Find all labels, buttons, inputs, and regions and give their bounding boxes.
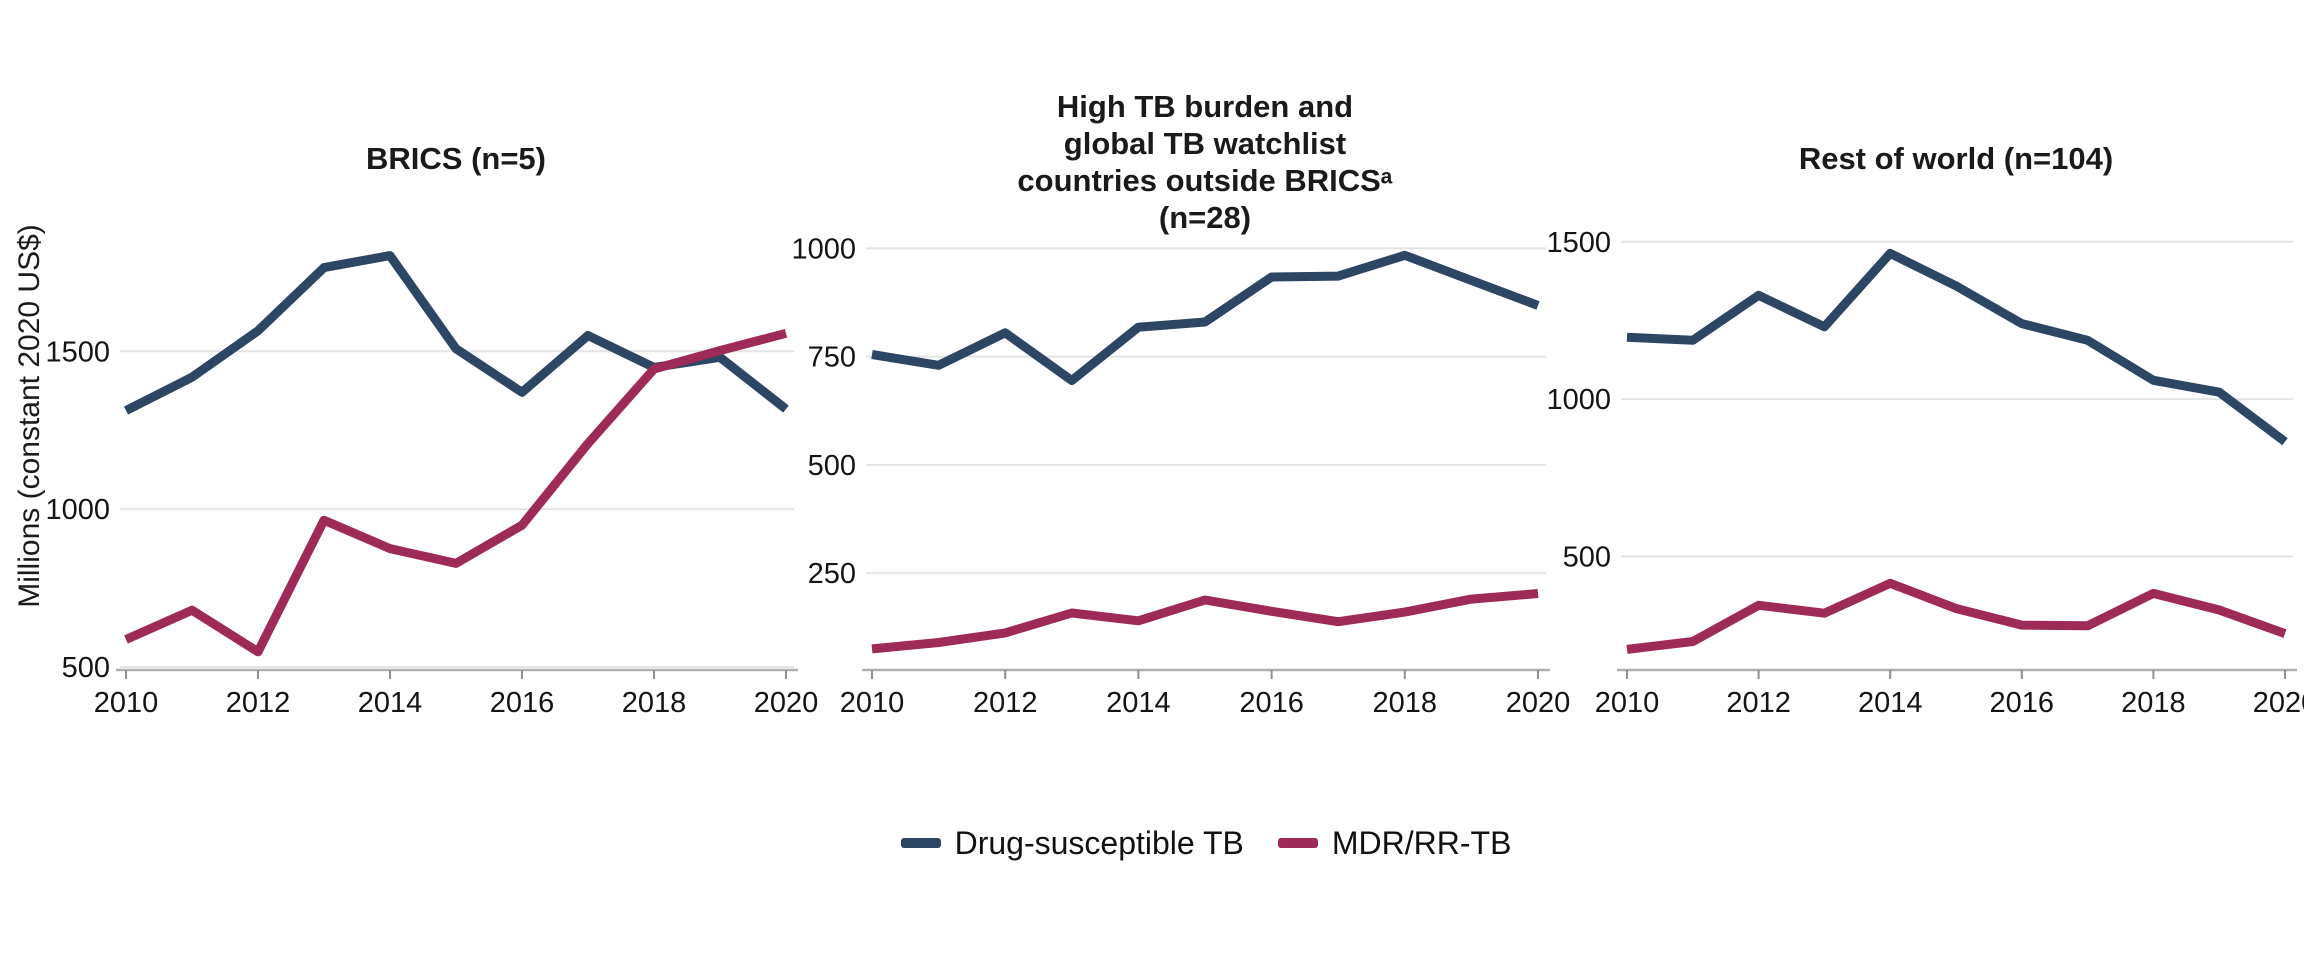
svg-text:2012: 2012 (226, 687, 291, 719)
chart-title-line: Rest of world (n=104) (1798, 141, 2114, 176)
legend: Drug-susceptible TB MDR/RR-TB (126, 824, 2286, 862)
svg-text:2012: 2012 (973, 687, 1038, 719)
svg-text:2018: 2018 (1373, 687, 1438, 719)
svg-text:2014: 2014 (1106, 687, 1171, 719)
legend-item-drug-susceptible-tb: Drug-susceptible TB (900, 824, 1244, 862)
svg-text:2014: 2014 (1858, 687, 1923, 719)
chart-title-line: (n=28) (1158, 200, 1252, 235)
svg-text:2014: 2014 (358, 687, 423, 719)
svg-text:2016: 2016 (1990, 687, 2055, 719)
y-axis-label: Millions (constant 2020 US$) (13, 224, 46, 608)
svg-text:2020: 2020 (754, 687, 819, 719)
legend-item-mdr-rr-tb: MDR/RR-TB (1277, 824, 1512, 862)
chart-title-line: BRICS (n=5) (366, 141, 546, 176)
svg-text:2020: 2020 (2253, 687, 2304, 719)
svg-text:2010: 2010 (1595, 687, 1660, 719)
svg-text:2016: 2016 (490, 687, 555, 719)
svg-text:1000: 1000 (1546, 384, 1611, 416)
svg-text:2012: 2012 (1726, 687, 1791, 719)
svg-text:2020: 2020 (1506, 687, 1571, 719)
svg-text:1500: 1500 (1546, 227, 1611, 259)
svg-text:500: 500 (62, 652, 110, 684)
svg-text:2010: 2010 (94, 687, 159, 719)
legend-swatch-mdr-rr-tb-icon (1277, 838, 1318, 848)
legend-label-mdr-rr-tb: MDR/RR-TB (1331, 824, 1512, 861)
chart-title-line: High TB burden and (1056, 89, 1354, 124)
svg-text:1000: 1000 (45, 494, 110, 526)
svg-text:500: 500 (808, 450, 856, 482)
svg-text:2010: 2010 (840, 687, 905, 719)
svg-text:2018: 2018 (2121, 687, 2186, 719)
svg-text:500: 500 (1563, 542, 1611, 574)
legend-label-drug-susceptible-tb: Drug-susceptible TB (954, 824, 1244, 861)
legend-swatch-drug-susceptible-tb-icon (900, 838, 941, 848)
chart-title-line: countries outside BRICSᵃ (1017, 163, 1393, 198)
svg-text:1000: 1000 (791, 233, 856, 265)
svg-text:1500: 1500 (45, 336, 110, 368)
chart-title-line: global TB watchlist (1063, 126, 1347, 161)
chart-title-high-burden: High TB burden and global TB watchlist c… (872, 88, 1538, 236)
svg-text:250: 250 (808, 558, 856, 590)
chart-title-rest-of-world: Rest of world (n=104) (1627, 140, 2285, 177)
svg-text:2018: 2018 (622, 687, 687, 719)
chart-title-brics: BRICS (n=5) (126, 140, 786, 177)
svg-text:2016: 2016 (1239, 687, 1304, 719)
svg-text:750: 750 (808, 342, 856, 374)
